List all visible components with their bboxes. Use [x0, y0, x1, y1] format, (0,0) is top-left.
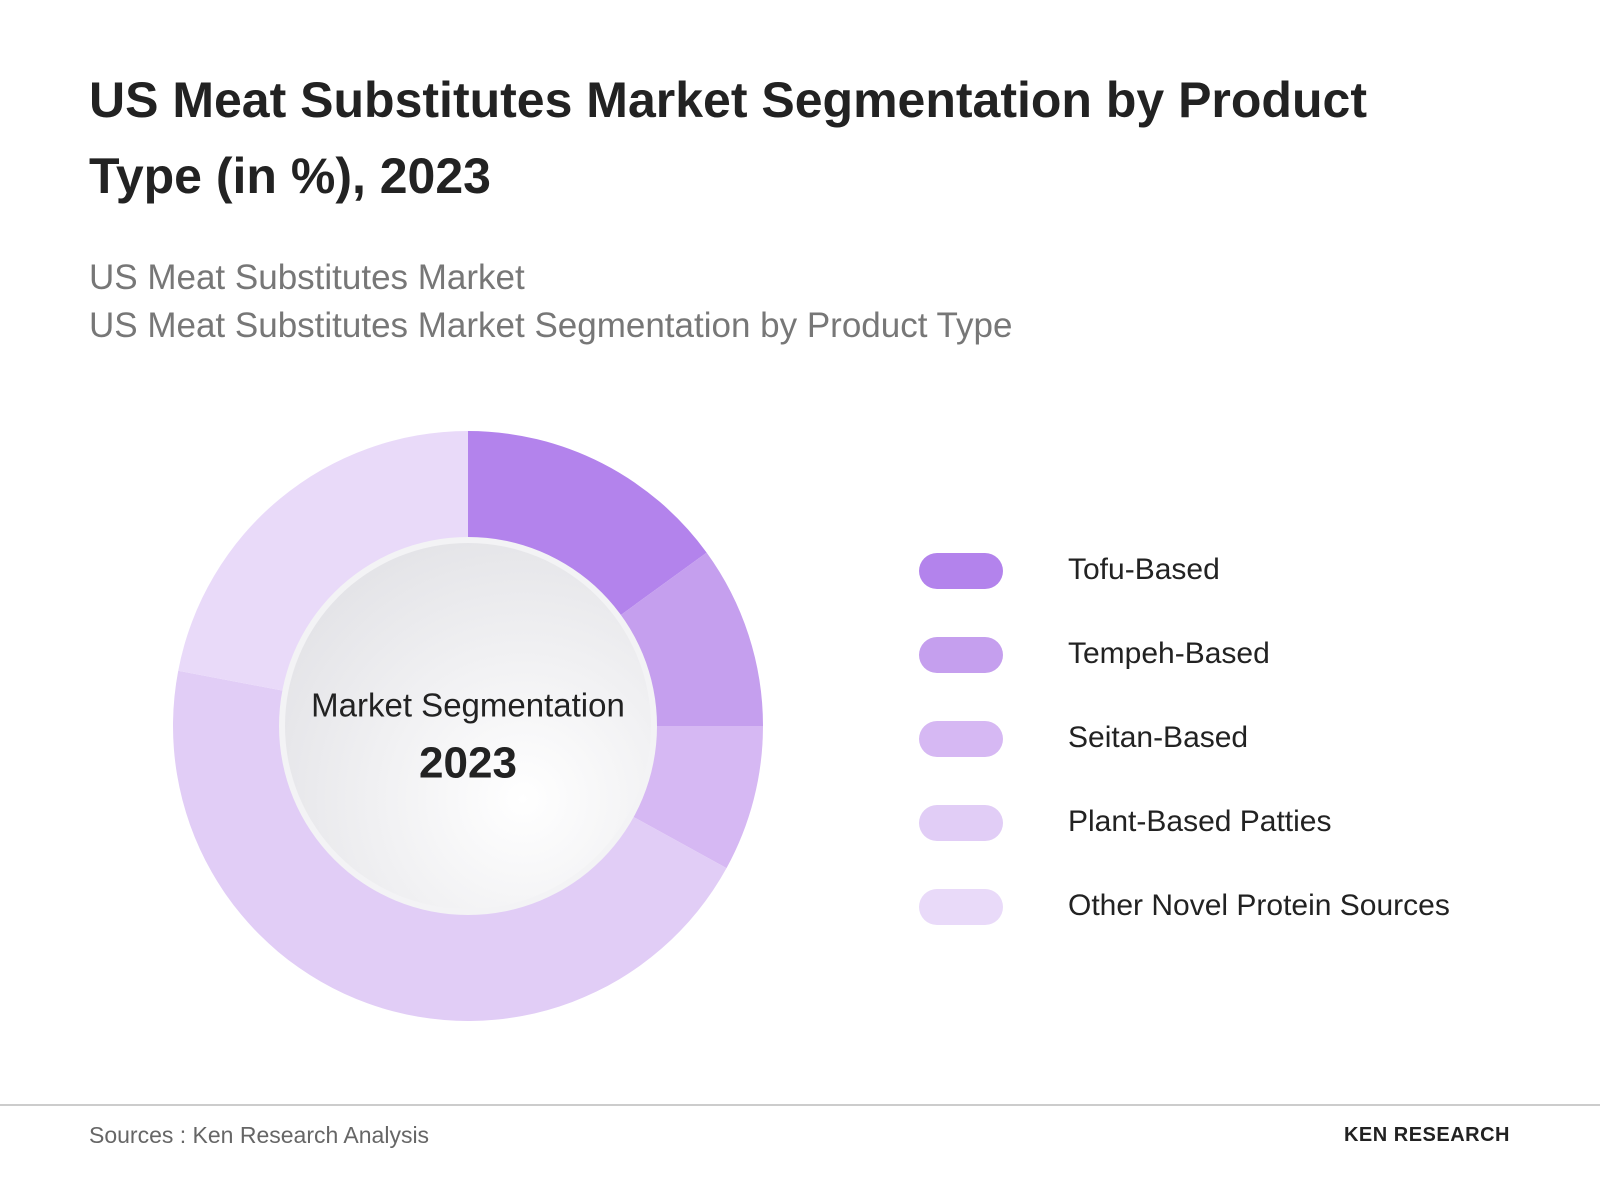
- legend-label: Seitan-Based: [1068, 721, 1248, 754]
- brand: KEN RESEARCH: [1343, 1124, 1510, 1146]
- center-value: 2023: [419, 739, 517, 788]
- legend-label: Tempeh-Based: [1068, 637, 1270, 670]
- subtitle: US Meat Substitutes Market: [89, 258, 525, 297]
- center-label: Market Segmentation: [311, 687, 625, 724]
- donut-slice: [178, 430, 468, 697]
- legend-label: Plant-Based Patties: [1068, 805, 1331, 838]
- source: Sources : Ken Research Analysis: [89, 1122, 430, 1148]
- chart-title: US Meat Substitutes Market Segmentation …: [89, 72, 1367, 204]
- legend-swatch: [919, 805, 1003, 841]
- center-disc: [285, 543, 651, 909]
- legend-label: Other Novel Protein Sources: [1068, 889, 1450, 922]
- legend-swatch: [919, 889, 1003, 925]
- legend-label: Tofu-Based: [1068, 553, 1220, 586]
- legend-swatch: [919, 553, 1003, 589]
- divider: [0, 1104, 1600, 1106]
- subtitle: US Meat Substitutes Market Segmentation …: [89, 306, 1013, 345]
- chart: Market Segmentation 2023 Tofu-Based Tempe…: [173, 430, 1450, 1021]
- legend-swatch: [919, 637, 1003, 673]
- legend-swatch: [919, 721, 1003, 757]
- donut-slice: [173, 670, 727, 1021]
- donut-slice: [468, 431, 707, 632]
